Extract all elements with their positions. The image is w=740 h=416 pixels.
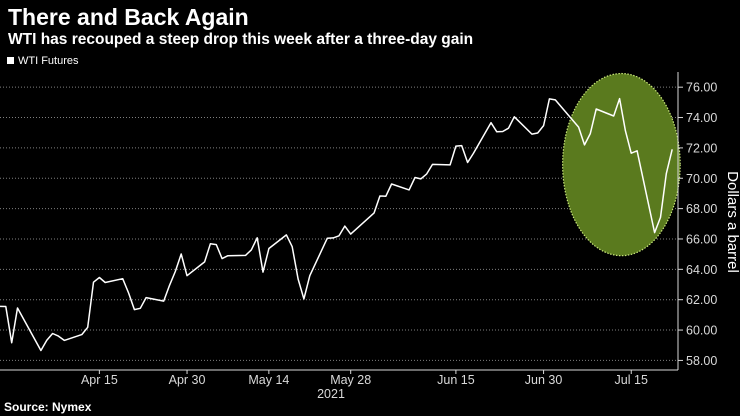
source-note: Source: Nymex	[4, 400, 92, 414]
highlight-ellipse-shape	[562, 72, 681, 257]
y-tick-label: 66.00	[686, 232, 717, 246]
axes	[0, 72, 679, 371]
x-tick-label: May 28	[330, 373, 371, 387]
series-line-wti-futures	[0, 97, 673, 352]
y-tick-label: 60.00	[686, 324, 717, 338]
y-tick-label: 76.00	[686, 81, 717, 95]
x-axis-year-label: 2021	[317, 387, 345, 401]
x-axis-ticks: Apr 15 Apr 30 May 14 May 28 Jun 15 Jun 30 Jul …	[81, 370, 648, 387]
chart-subtitle: WTI has recouped a steep drop this week …	[8, 31, 474, 48]
x-tick-label: May 14	[248, 373, 289, 387]
legend-swatch	[7, 57, 14, 64]
legend: WTI Futures	[7, 55, 79, 67]
y-tick-label: 74.00	[686, 111, 717, 125]
y-tick-label: 70.00	[686, 172, 717, 186]
y-tick-label: 72.00	[686, 141, 717, 155]
y-axis-ticks: 58.00 60.00 62.00 64.00 66.00 68.00 70.00 72.00…	[678, 81, 717, 368]
y-tick-label: 64.00	[686, 263, 717, 277]
y-tick-label: 62.00	[686, 293, 717, 307]
x-tick-label: Jun 15	[437, 373, 475, 387]
highlight-ellipse	[562, 72, 681, 257]
chart-title: There and Back Again	[8, 4, 249, 30]
y-tick-label: 68.00	[686, 202, 717, 216]
legend-label: WTI Futures	[18, 55, 79, 67]
y-axis-label: Dollars a barrel	[724, 171, 740, 273]
x-tick-label: Apr 15	[81, 373, 118, 387]
x-tick-label: Jul 15	[615, 373, 648, 387]
x-tick-label: Jun 30	[525, 373, 563, 387]
x-tick-label: Apr 30	[169, 373, 206, 387]
series-wti-futures	[0, 97, 673, 352]
y-tick-label: 58.00	[686, 354, 717, 368]
